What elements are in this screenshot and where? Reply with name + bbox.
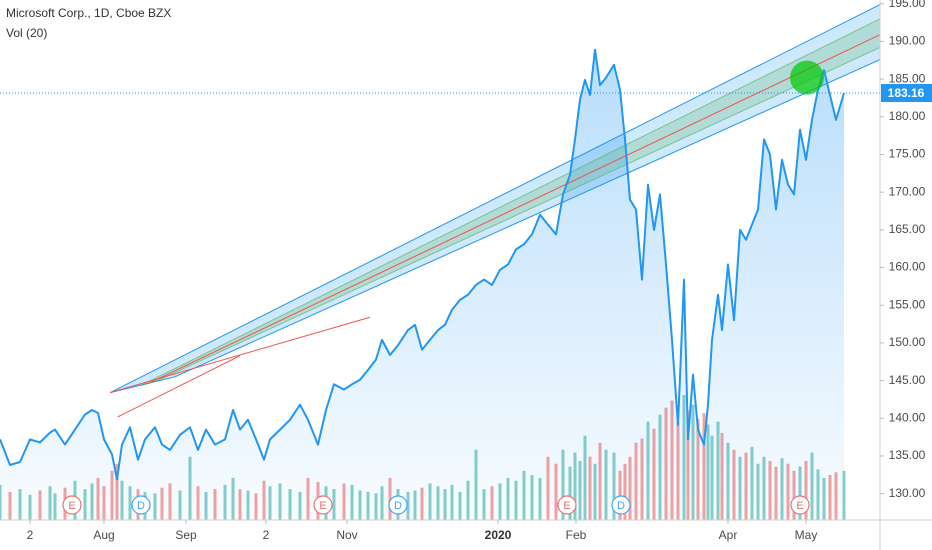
event-marker: [131, 495, 151, 515]
x-tick-label: Feb: [566, 528, 587, 542]
event-label: D: [394, 500, 402, 512]
y-tick-label: 160.00: [889, 260, 926, 274]
y-tick-label: 155.00: [889, 297, 926, 311]
highlight-marker: [790, 60, 824, 95]
x-tick-label: 2020: [485, 528, 512, 542]
event-marker: [790, 495, 810, 515]
plot-area: [0, 3, 881, 520]
y-tick-label: 135.00: [889, 448, 926, 462]
event-label: D: [617, 500, 625, 512]
y-tick-label: 185.00: [889, 71, 926, 85]
y-tick-label: 150.00: [889, 335, 926, 349]
y-tick-label: 180.00: [889, 109, 926, 123]
y-tick-label: 140.00: [889, 410, 926, 424]
event-marker: [62, 495, 82, 515]
x-tick-label: Nov: [336, 528, 357, 542]
event-label: E: [319, 500, 326, 512]
x-tick-label: 2: [263, 528, 270, 542]
y-tick-label: 195.00: [889, 0, 926, 10]
event-label: E: [796, 500, 803, 512]
y-tick-label: 130.00: [889, 486, 926, 500]
event-marker: [313, 495, 333, 515]
y-tick-label: 145.00: [889, 373, 926, 387]
x-tick-label: May: [795, 528, 818, 542]
x-tick-label: Apr: [719, 528, 738, 542]
event-marker: [611, 495, 631, 515]
y-tick-label: 170.00: [889, 184, 926, 198]
event-label: D: [137, 500, 145, 512]
event-marker: [388, 495, 408, 515]
volume-title: Vol (20): [6, 26, 47, 40]
trend-line: [109, 316, 371, 394]
event-marker: [557, 495, 577, 515]
y-tick-label: 175.00: [889, 147, 926, 161]
y-tick-label: 165.00: [889, 222, 926, 236]
x-tick-label: 2: [27, 528, 34, 542]
x-tick-label: Aug: [93, 528, 114, 542]
last-price-label: 183.16: [888, 86, 925, 100]
x-tick-label: Sep: [175, 528, 197, 542]
chart-title: Microsoft Corp., 1D, Cboe BZX: [6, 6, 171, 20]
price-area: [0, 49, 844, 520]
event-label: E: [68, 500, 75, 512]
price-line: [0, 48, 845, 481]
y-tick-label: 190.00: [889, 34, 926, 48]
trend-line: [117, 355, 241, 418]
last-price-box: [881, 83, 932, 102]
trend-line: [147, 34, 881, 385]
event-label: E: [563, 500, 570, 512]
